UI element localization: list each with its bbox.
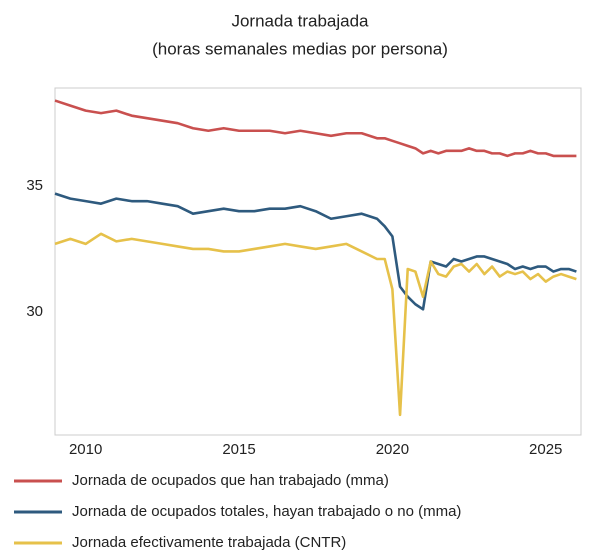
plot-frame (54, 87, 582, 436)
legend-label: Jornada de ocupados totales, hayan traba… (72, 503, 461, 520)
legend-label: Jornada efectivamente trabajada (CNTR) (72, 534, 346, 551)
series-line (54, 192, 577, 311)
series-line (54, 99, 577, 158)
chart-subtitle: (horas semanales medias por persona) (152, 39, 448, 58)
chart-title: Jornada trabajada (231, 11, 369, 30)
y-tick-label: 35 (26, 177, 43, 194)
x-tick-label: 2025 (529, 441, 562, 458)
x-tick-label: 2010 (69, 441, 102, 458)
x-tick-label: 2020 (376, 441, 409, 458)
legend-label: Jornada de ocupados que han trabajado (m… (72, 472, 389, 489)
series-line (54, 232, 577, 417)
x-tick-label: 2015 (222, 441, 255, 458)
y-tick-label: 30 (26, 303, 43, 320)
